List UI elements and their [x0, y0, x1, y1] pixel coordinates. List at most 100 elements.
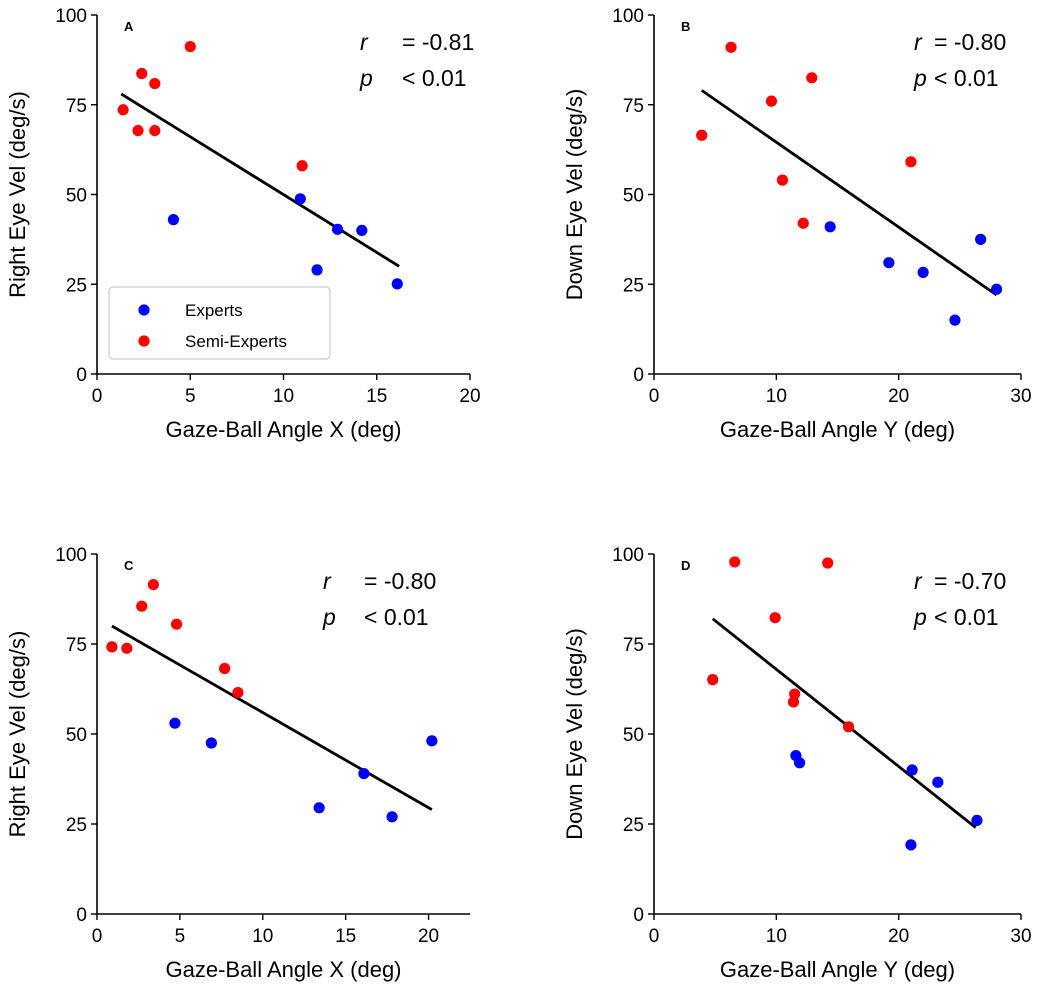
experts-point	[917, 266, 929, 279]
stat-p-value: < 0.01	[934, 604, 999, 630]
experts-point	[906, 764, 918, 776]
semi-experts-point	[776, 174, 789, 186]
x-tick-label: 10	[252, 926, 273, 947]
panel-c: 0 5 10 15 20 0 25 50 75 100 Gaze-Ball Angle X (deg…	[5, 545, 470, 982]
stat-r-label: r	[323, 568, 332, 594]
y-tick-label: 100	[55, 6, 87, 27]
experts-point	[331, 223, 344, 235]
x-tick-label: 20	[888, 926, 909, 947]
semi-experts-point	[136, 67, 148, 80]
experts-point	[905, 839, 917, 851]
semi-experts-point	[296, 160, 308, 172]
experts-point	[205, 737, 217, 749]
y-tick-label: 100	[612, 545, 644, 566]
semi-experts-point	[797, 217, 809, 229]
x-tick-label: 5	[175, 926, 186, 947]
y-tick-label: 50	[623, 186, 644, 207]
experts-point	[949, 314, 961, 326]
x-axis-label: Gaze-Ball Angle X (deg)	[165, 417, 401, 442]
semi-experts-point	[769, 612, 781, 624]
y-tick-label: 0	[633, 905, 644, 926]
semi-experts-point	[170, 618, 183, 630]
semi-experts-point	[707, 674, 719, 686]
panel-b: 0 10 20 30 0 25 50 75 100 Gaze-Ball Angle Y (deg)…	[562, 6, 1032, 442]
x-axis-label: Gaze-Ball Angle X (deg)	[165, 957, 401, 982]
semi-experts-point	[106, 641, 118, 653]
experts-point	[169, 717, 181, 729]
semi-experts-point	[696, 129, 708, 141]
semi-experts-point	[806, 72, 818, 84]
experts-point	[932, 776, 944, 788]
legend-frame	[108, 286, 331, 360]
x-tick-label: 0	[649, 386, 660, 407]
x-tick-label: 10	[766, 926, 787, 947]
semi-experts-point	[842, 721, 855, 733]
stat-p-label: p	[322, 604, 336, 630]
experts-point	[793, 757, 806, 769]
y-tick-label: 75	[623, 96, 644, 117]
semi-experts-point	[725, 41, 737, 53]
stat-r-label: r	[914, 29, 923, 55]
y-tick-label: 50	[66, 725, 87, 746]
stat-r-value: = -0.81	[402, 29, 474, 55]
stat-p-value: < 0.01	[934, 65, 999, 91]
semi-experts-point	[117, 104, 129, 116]
semi-experts-point	[729, 556, 741, 568]
x-tick-label: 15	[335, 926, 356, 947]
panel-letter: C	[124, 558, 134, 573]
y-tick-label: 75	[66, 635, 87, 656]
regression-line	[111, 624, 433, 811]
semi-experts-point	[136, 600, 148, 612]
regression-line	[120, 92, 400, 268]
x-tick-label: 30	[1010, 386, 1031, 407]
x-axis-label: Gaze-Ball Angle Y (deg)	[720, 417, 955, 442]
x-tick-label: 0	[649, 926, 660, 947]
experts-point	[386, 811, 398, 823]
experts-point	[971, 814, 983, 827]
experts-point	[990, 283, 1003, 295]
x-tick-label: 5	[185, 386, 196, 407]
x-tick-label: 10	[273, 386, 294, 407]
experts-point	[356, 224, 368, 236]
semi-experts-point	[149, 124, 161, 137]
stat-p-value: < 0.01	[402, 65, 467, 91]
legend-marker	[138, 304, 150, 316]
y-tick-label: 25	[623, 275, 644, 296]
experts-point	[391, 278, 403, 290]
stat-r-label: r	[914, 568, 923, 594]
semi-experts-point	[789, 688, 801, 700]
x-tick-label: 20	[459, 386, 480, 407]
y-axis-label: Right Eye Vel (deg/s)	[5, 91, 30, 298]
y-tick-label: 25	[623, 815, 644, 836]
stat-p-label: p	[913, 604, 927, 630]
legend: Experts Semi-Experts	[108, 286, 331, 360]
x-axis-label: Gaze-Ball Angle Y (deg)	[720, 957, 955, 982]
experts-point	[975, 233, 987, 245]
y-tick-label: 0	[76, 905, 87, 926]
experts-point	[824, 221, 836, 233]
x-tick-label: 20	[888, 386, 909, 407]
stat-r-label: r	[360, 29, 369, 55]
semi-experts-point	[765, 95, 778, 107]
y-axis-label: Down Eye Vel (deg/s)	[562, 89, 587, 301]
legend-label: Experts	[185, 301, 243, 320]
x-tick-label: 20	[418, 926, 439, 947]
experts-point	[294, 193, 306, 205]
y-tick-label: 25	[66, 275, 87, 296]
y-tick-label: 100	[55, 545, 87, 566]
experts-point	[167, 214, 180, 226]
x-tick-label: 15	[366, 386, 387, 407]
y-tick-label: 75	[66, 96, 87, 117]
semi-experts-point	[147, 579, 159, 591]
semi-experts-point	[822, 557, 834, 569]
y-tick-label: 100	[612, 6, 644, 27]
stat-p-value: < 0.01	[364, 604, 429, 630]
y-axis-label: Down Eye Vel (deg/s)	[562, 628, 587, 840]
experts-point	[426, 735, 438, 747]
stat-p-label: p	[913, 65, 927, 91]
y-tick-label: 25	[66, 815, 87, 836]
y-tick-label: 0	[633, 365, 644, 386]
experts-point	[311, 264, 323, 276]
legend-label: Semi-Experts	[185, 332, 287, 351]
